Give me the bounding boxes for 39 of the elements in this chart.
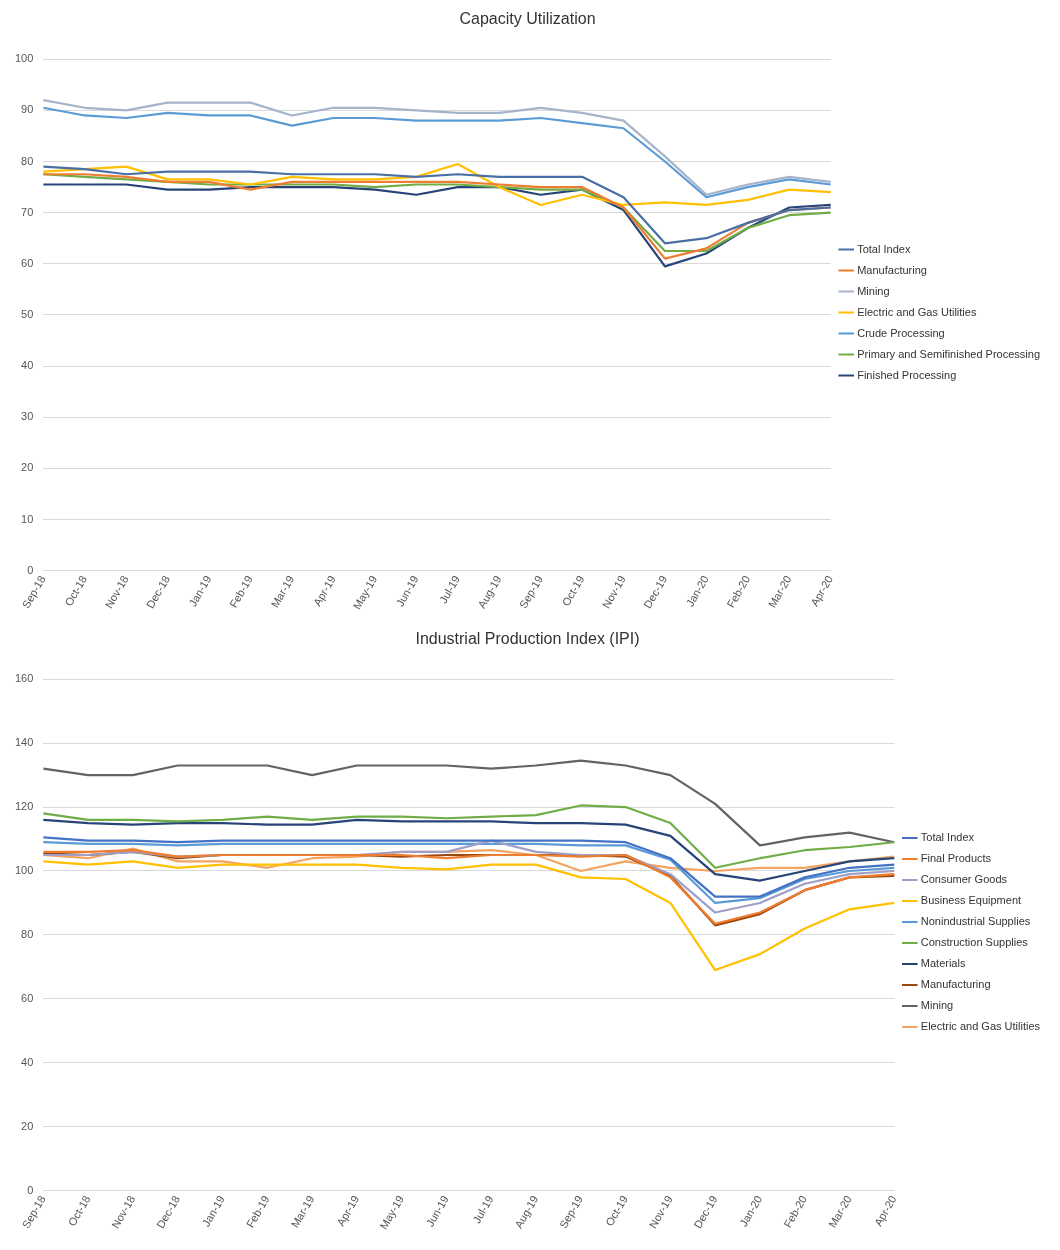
y-tick-label: 60 [21, 991, 34, 1004]
legend-label: Total Index [857, 242, 911, 255]
y-tick-label: 40 [21, 1055, 34, 1068]
y-tick-label: 30 [21, 410, 34, 423]
y-tick-label: 60 [21, 256, 34, 269]
y-tick-label: 20 [21, 461, 34, 474]
y-tick-label: 100 [14, 864, 34, 877]
y-tick-label: 0 [27, 563, 34, 576]
legend-label: Nonindustrial Supplies [920, 915, 1031, 928]
legend-label: Business Equipment [920, 894, 1022, 907]
legend-label: Mining [857, 284, 890, 297]
y-tick-label: 100 [14, 52, 34, 65]
legend-label: Manufacturing [857, 263, 927, 276]
y-tick-label: 120 [14, 800, 34, 813]
legend-label: Consumer Goods [920, 873, 1008, 886]
legend-label: Materials [920, 957, 966, 970]
y-tick-label: 160 [14, 672, 34, 685]
legend-label: Construction Supplies [920, 936, 1029, 949]
chart-title: Capacity Utilization [459, 10, 596, 28]
legend-label: Total Index [920, 831, 975, 844]
legend-label: Primary and Semifinished Processing [857, 347, 1041, 360]
y-tick-label: 80 [21, 927, 34, 940]
legend-label: Electric and Gas Utilities [920, 1020, 1041, 1033]
y-tick-label: 80 [21, 154, 34, 167]
y-tick-label: 10 [21, 512, 34, 525]
y-tick-label: 40 [21, 359, 34, 372]
y-tick-label: 140 [14, 736, 34, 749]
chart-title: Industrial Production Index (IPI) [415, 630, 640, 648]
y-tick-label: 90 [21, 103, 34, 116]
y-tick-label: 20 [21, 1119, 34, 1132]
y-tick-label: 50 [21, 307, 34, 320]
legend-label: Final Products [920, 852, 992, 865]
y-tick-label: 0 [27, 1183, 34, 1196]
y-tick-label: 70 [21, 205, 34, 218]
legend-label: Mining [920, 999, 954, 1012]
legend-label: Electric and Gas Utilities [857, 305, 977, 318]
legend-label: Crude Processing [857, 326, 945, 339]
legend-label: Finished Processing [857, 368, 957, 381]
legend-label: Manufacturing [920, 978, 991, 991]
